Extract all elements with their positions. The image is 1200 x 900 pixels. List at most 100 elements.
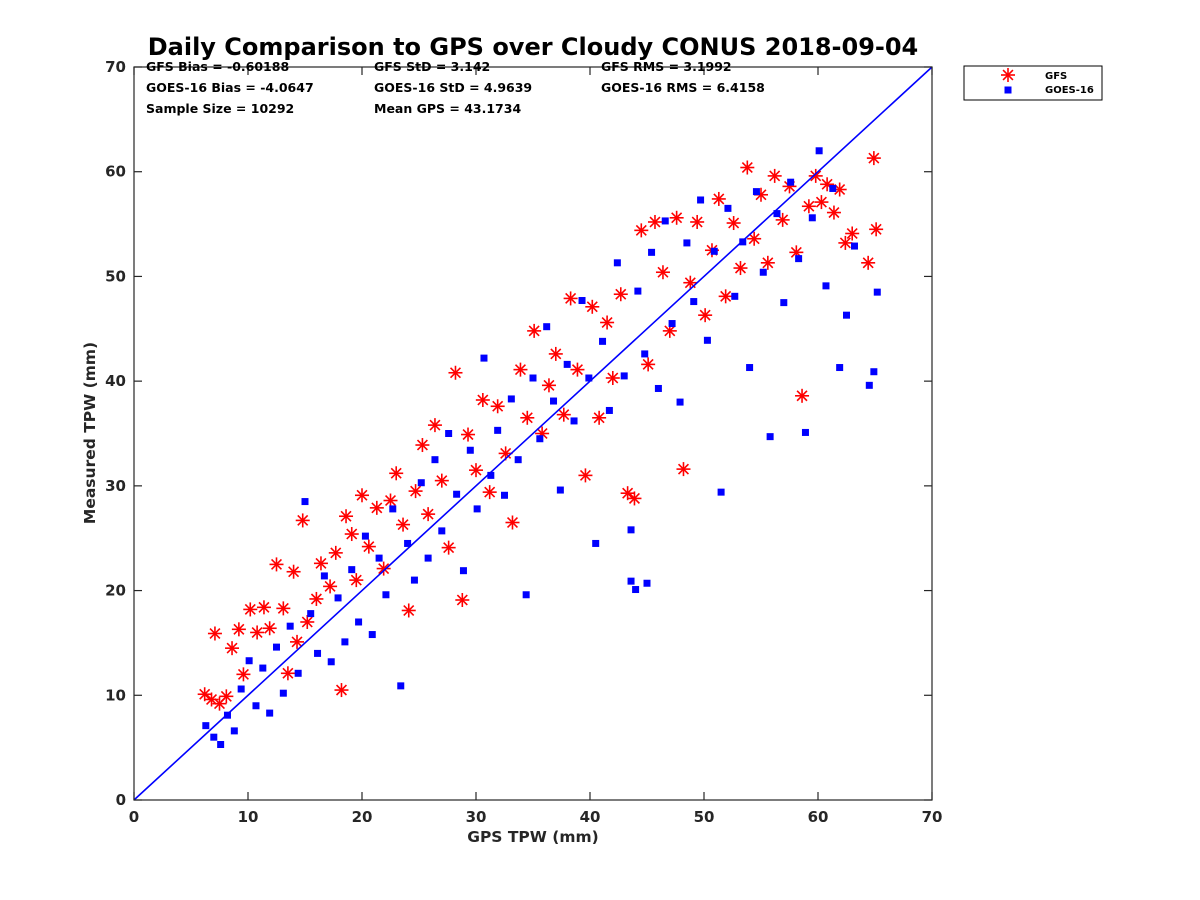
goes-16-point (795, 255, 803, 263)
goes-16-point (294, 669, 302, 677)
y-tick-label: 70 (105, 58, 126, 76)
gfs-point (290, 634, 305, 649)
gfs-point (276, 601, 291, 616)
gfs-point (585, 299, 600, 314)
gfs-point (808, 168, 823, 183)
goes-16-point (641, 350, 649, 358)
goes-16-point (341, 638, 349, 646)
goes-16-point (355, 618, 363, 626)
goes-16-point (327, 658, 335, 666)
gfs-point (334, 683, 349, 698)
gfs-point (231, 622, 246, 637)
gfs-point (747, 231, 762, 246)
gfs-point (376, 561, 391, 576)
goes-16-point (459, 567, 467, 575)
goes-16-point (703, 336, 711, 344)
goes-16-point (746, 364, 754, 372)
gfs-point (826, 205, 841, 220)
gfs-point (455, 592, 470, 607)
gfs-point (309, 591, 324, 606)
goes-16-point (389, 505, 397, 513)
goes-16-point (668, 320, 676, 328)
legend: GFS GOES-16 (963, 65, 1103, 101)
gfs-point (760, 255, 775, 270)
gfs-point (295, 513, 310, 528)
goes-16-point (634, 287, 642, 295)
stat-goes-bias: GOES-16 Bias = -4.0647 (146, 80, 314, 95)
legend-gfs-label: GFS (1045, 71, 1067, 82)
goes-16-point (801, 428, 809, 436)
goes-16-point (438, 527, 446, 535)
gfs-point (389, 466, 404, 481)
goes-16-point (217, 741, 225, 749)
gfs-point (578, 468, 593, 483)
gfs-point (683, 275, 698, 290)
gfs-point (520, 410, 535, 425)
goes-16-point (690, 298, 698, 306)
legend-goes-16-label: GOES-16 (1045, 85, 1094, 96)
gfs-point (690, 214, 705, 229)
legend-goes-16-marker (1004, 86, 1012, 94)
gfs-point (676, 462, 691, 477)
gfs-point (845, 226, 860, 241)
goes-16-point (210, 733, 218, 741)
gfs-point (434, 473, 449, 488)
gfs-point (733, 261, 748, 276)
goes-16-point (731, 292, 739, 300)
goes-16-point (410, 576, 418, 584)
gfs-point (801, 199, 816, 214)
gfs-point (339, 509, 354, 524)
goes-16-point (424, 554, 432, 562)
gfs-point (570, 362, 585, 377)
goes-16-point (375, 554, 383, 562)
goes-16-point (683, 239, 691, 247)
goes-16-point (334, 594, 342, 602)
gfs-point (669, 210, 684, 225)
gfs-point (421, 507, 436, 522)
gfs-point (775, 212, 790, 227)
goes-16-point (252, 702, 260, 710)
goes-16-point (286, 622, 294, 630)
goes-16-point (417, 479, 425, 487)
goes-16-point (480, 354, 488, 362)
goes-16-point (648, 248, 656, 256)
gfs-point (541, 378, 556, 393)
gfs-point (726, 216, 741, 231)
stat-sample-size: Sample Size = 10292 (146, 101, 294, 116)
goes-16-point (543, 323, 551, 331)
stat-goes-rms: GOES-16 RMS = 6.4158 (601, 80, 765, 95)
goes-16-point (397, 682, 405, 690)
gfs-point (355, 488, 369, 503)
gfs-point (461, 427, 476, 442)
gfs-point (740, 160, 755, 175)
goes-16-point (522, 591, 530, 599)
gfs-point (448, 365, 463, 380)
gfs-point (592, 410, 607, 425)
gfs-point (711, 191, 726, 206)
gfs-point (225, 641, 240, 656)
gfs-point (269, 557, 284, 572)
goes-16-point (773, 210, 781, 218)
goes-16-point (273, 643, 280, 651)
goes-16-point (494, 426, 502, 434)
gfs-point (212, 696, 227, 711)
gfs-point (349, 573, 364, 588)
gfs-point (262, 621, 277, 636)
goes-16-point (514, 456, 522, 464)
x-tick-label: 10 (238, 808, 259, 826)
goes-16-point (717, 488, 725, 496)
goes-16-point (348, 566, 356, 574)
gfs-point (441, 540, 456, 555)
goes-16-point (453, 490, 461, 498)
goes-16-point (550, 397, 558, 405)
x-tick-label: 0 (129, 808, 139, 826)
legend-gfs-marker (1001, 68, 1015, 82)
gfs-point (548, 346, 563, 361)
gfs-point (767, 168, 782, 183)
gfs-point (475, 392, 490, 407)
goes-16-point (654, 384, 662, 392)
y-tick-label: 60 (105, 163, 126, 181)
goes-16-point (752, 188, 760, 196)
gfs-point (243, 602, 258, 617)
